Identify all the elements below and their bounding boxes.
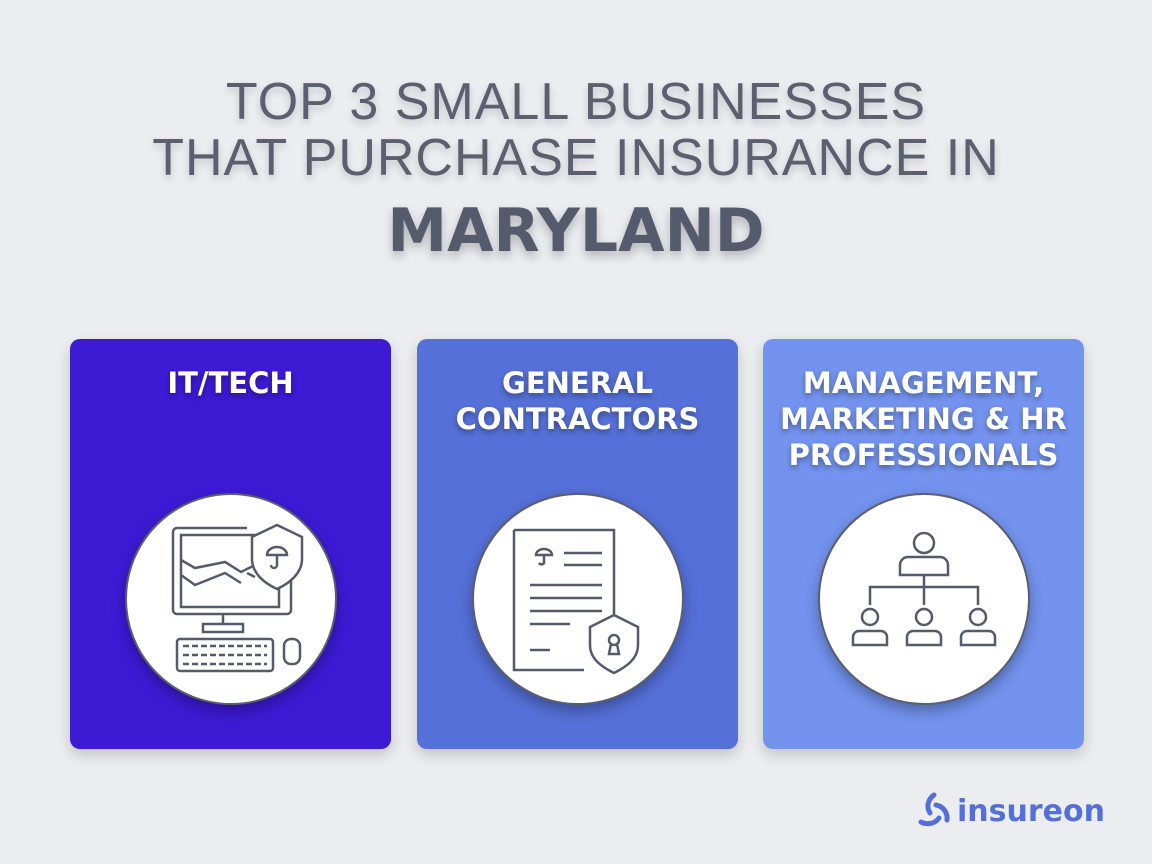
card-it-tech: IT/TECH: [70, 339, 391, 749]
card-title-line: MANAGEMENT,: [802, 366, 1045, 400]
card-general-contractors: GENERAL CONTRACTORS: [417, 339, 738, 749]
card-title: MANAGEMENT, MARKETING & HR PROFESSIONALS: [763, 365, 1084, 473]
card-title-line: CONTRACTORS: [455, 402, 700, 436]
card-title: IT/TECH: [167, 366, 294, 400]
brand-name: insureon: [957, 793, 1105, 829]
card-title-line: MARKETING & HR: [780, 402, 1067, 436]
insureon-logo: insureon: [915, 792, 1105, 830]
card-title-line: PROFESSIONALS: [788, 438, 1059, 472]
title-line-1: TOP 3 SMALL BUSINESSES: [225, 73, 927, 131]
card-title: GENERAL CONTRACTORS: [417, 365, 738, 437]
title-line-2: THAT PURCHASE INSURANCE IN: [152, 129, 1000, 187]
card-management-marketing-hr: MANAGEMENT, MARKETING & HR PROFESSIONALS: [763, 339, 1084, 749]
computer-shield-icon: [125, 493, 337, 705]
title-state: MARYLAND: [387, 196, 765, 266]
contract-shield-icon: [472, 493, 684, 705]
insureon-logo-icon: [918, 792, 950, 827]
card-title-line: GENERAL: [502, 366, 653, 400]
org-chart-icon: [818, 493, 1030, 705]
